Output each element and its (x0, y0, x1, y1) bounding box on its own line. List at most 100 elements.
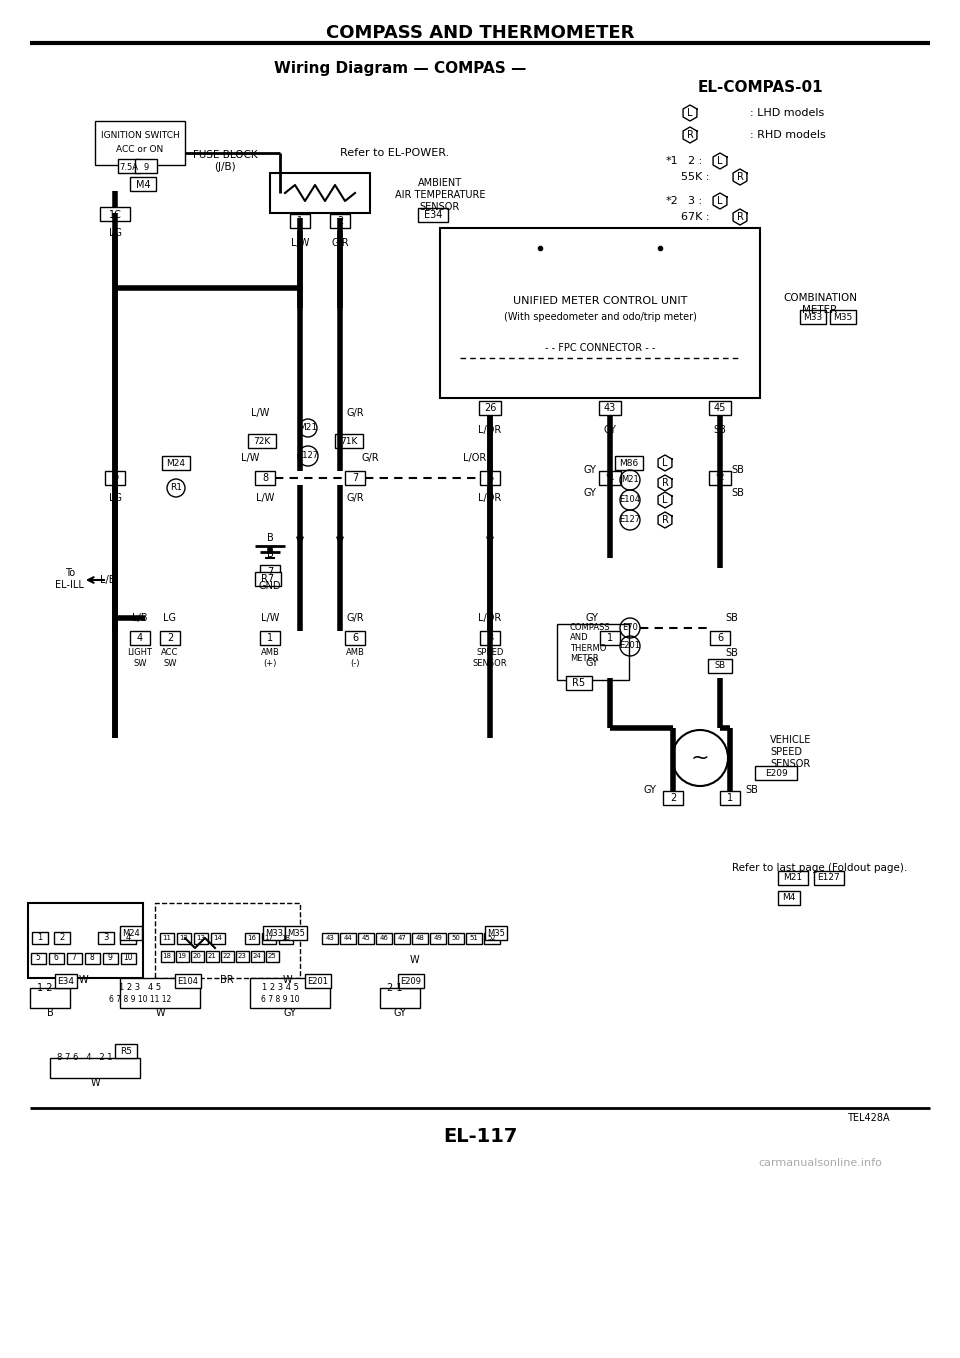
Text: L: L (662, 458, 668, 469)
Text: FUSE BLOCK: FUSE BLOCK (193, 149, 257, 160)
Text: 48: 48 (416, 936, 424, 941)
Text: 5: 5 (36, 953, 40, 963)
Text: SB: SB (714, 661, 726, 671)
Text: GY: GY (283, 1008, 297, 1018)
Text: L/B: L/B (100, 574, 116, 585)
Text: 2 :: 2 : (688, 156, 702, 166)
Text: M4: M4 (782, 894, 796, 903)
Text: W: W (282, 975, 292, 985)
Text: 8: 8 (89, 953, 94, 963)
Text: AIR TEMPERATURE: AIR TEMPERATURE (395, 190, 485, 200)
Bar (345, 631, 365, 645)
Text: 47: 47 (397, 936, 406, 941)
Bar (305, 974, 331, 989)
Text: L: L (687, 109, 693, 118)
Text: To: To (65, 568, 75, 579)
Text: *1: *1 (605, 474, 614, 482)
Text: L/W: L/W (241, 454, 259, 463)
Text: 71K: 71K (340, 436, 358, 445)
Text: B: B (267, 549, 274, 559)
Text: *2: *2 (715, 474, 725, 482)
Text: R: R (686, 130, 693, 140)
Text: M24: M24 (166, 459, 185, 467)
Bar (120, 932, 136, 944)
Text: 1: 1 (267, 633, 273, 642)
Text: E104: E104 (178, 976, 199, 986)
Text: W: W (409, 955, 419, 966)
Text: 43: 43 (325, 936, 334, 941)
Bar (262, 933, 276, 944)
Bar (566, 676, 592, 690)
Text: L/W: L/W (255, 493, 275, 502)
Bar (54, 932, 70, 944)
Text: 25: 25 (268, 953, 276, 959)
Text: G/R: G/R (347, 493, 364, 502)
Bar (176, 951, 188, 961)
Text: 14: 14 (213, 936, 223, 941)
Text: G/R: G/R (347, 407, 364, 418)
Text: 2: 2 (670, 793, 676, 803)
Text: R7: R7 (261, 574, 275, 584)
Text: L/OR: L/OR (478, 493, 502, 502)
Text: 16: 16 (248, 936, 256, 941)
Text: SENSOR: SENSOR (770, 759, 810, 769)
Text: M33: M33 (265, 929, 283, 937)
Text: 43: 43 (604, 403, 616, 413)
Bar (615, 456, 643, 470)
Text: E127: E127 (619, 516, 640, 524)
Text: E70: E70 (622, 623, 638, 633)
Bar (322, 933, 338, 944)
Text: LG: LG (108, 228, 122, 238)
Text: *2: *2 (665, 196, 679, 206)
Text: 17: 17 (265, 936, 274, 941)
Text: GY: GY (586, 612, 598, 623)
Text: ACC or ON: ACC or ON (116, 144, 163, 153)
Bar (479, 401, 501, 416)
Bar (28, 903, 143, 978)
Text: L/W: L/W (261, 612, 279, 623)
Text: 7: 7 (267, 568, 274, 577)
Bar (245, 933, 259, 944)
Bar (710, 631, 730, 645)
Text: R: R (661, 515, 668, 526)
Bar (663, 790, 683, 805)
Text: 67K :: 67K : (681, 212, 709, 221)
Text: SB: SB (713, 425, 727, 435)
Text: 6: 6 (487, 473, 493, 483)
Text: 9: 9 (112, 473, 118, 483)
Text: COMPASS
AND
THERMO
METER: COMPASS AND THERMO METER (570, 623, 611, 663)
Text: E127: E127 (818, 873, 840, 883)
Bar (177, 933, 191, 944)
Bar (250, 978, 330, 1008)
Text: - - FPC CONNECTOR - -: - - FPC CONNECTOR - - (545, 344, 655, 353)
Text: 8: 8 (487, 633, 493, 642)
Bar (32, 932, 48, 944)
Bar (135, 159, 157, 172)
Text: W: W (156, 1008, 165, 1018)
Text: 1 2: 1 2 (37, 983, 53, 993)
Bar (98, 932, 114, 944)
Bar (190, 951, 204, 961)
Bar (358, 933, 374, 944)
Bar (175, 974, 201, 989)
Text: G/R: G/R (361, 454, 379, 463)
Text: 49: 49 (434, 936, 443, 941)
Text: 3: 3 (104, 933, 108, 942)
Text: AMBIENT: AMBIENT (418, 178, 462, 187)
Bar (778, 870, 808, 885)
Text: M35: M35 (487, 929, 505, 937)
Text: L/W: L/W (251, 407, 269, 418)
Text: 11: 11 (162, 936, 172, 941)
Text: GND: GND (259, 581, 281, 591)
Text: E104: E104 (619, 496, 640, 505)
Text: L/B: L/B (132, 612, 148, 623)
Bar (480, 471, 500, 485)
Text: 51: 51 (469, 936, 478, 941)
Text: SPEED: SPEED (770, 747, 802, 756)
Bar (394, 933, 410, 944)
Bar (248, 435, 276, 448)
Text: Refer to last page (Foldout page).: Refer to last page (Foldout page). (732, 862, 907, 873)
Text: W: W (78, 975, 87, 985)
Text: 6 7 8 9 10 11 12: 6 7 8 9 10 11 12 (108, 995, 171, 1005)
Text: 1: 1 (37, 933, 42, 942)
